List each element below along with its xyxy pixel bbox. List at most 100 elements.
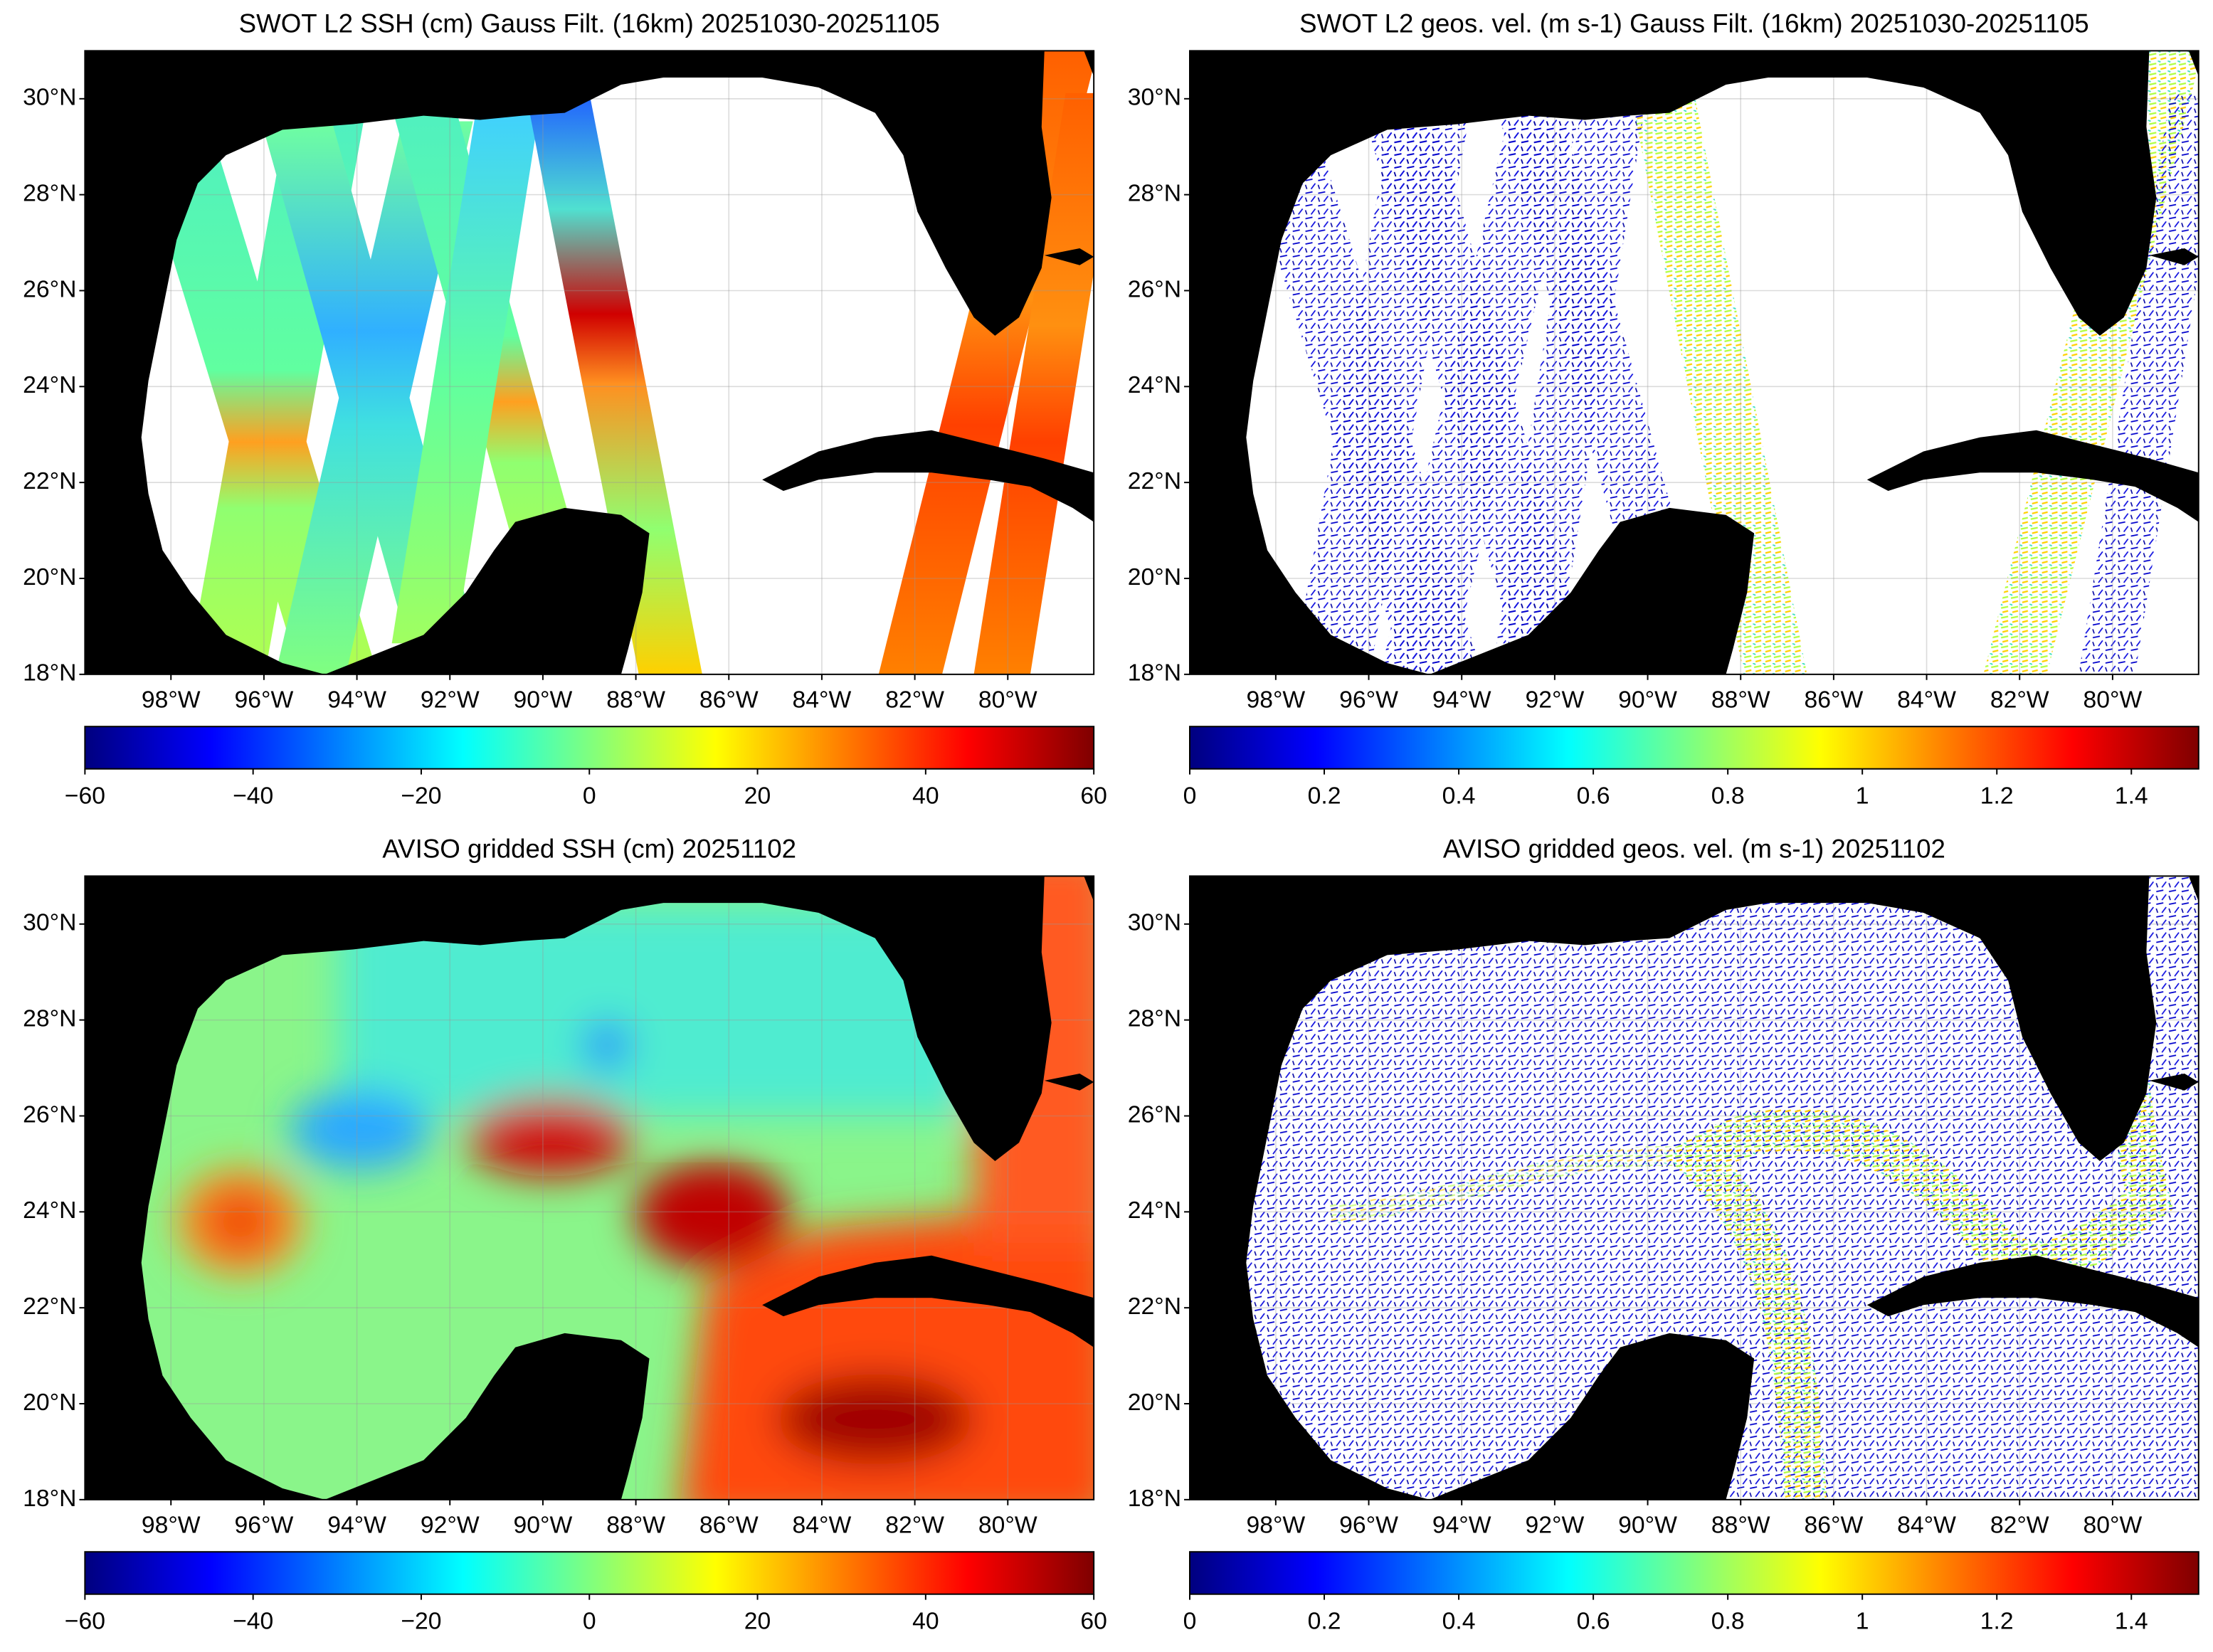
x-tick-label: 86°W xyxy=(699,686,759,713)
y-tick-label: 30°N xyxy=(23,909,76,936)
x-tick-label: 90°W xyxy=(514,686,573,713)
x-tick-label: 90°W xyxy=(514,1511,573,1538)
colorbar-tick-label: 0.6 xyxy=(1577,782,1610,809)
colorbar-tick-label: 1.4 xyxy=(2115,782,2148,809)
land-mass xyxy=(85,51,1052,674)
colorbar-tick-label: 0.2 xyxy=(1308,1607,1341,1634)
land-mass xyxy=(2188,876,2199,902)
blob xyxy=(200,1186,280,1257)
colorbar xyxy=(1189,726,2199,770)
x-tick-label: 98°W xyxy=(1246,686,1305,713)
colorbar-tick-label: 1.4 xyxy=(2115,1607,2148,1634)
y-tick-label: 20°N xyxy=(1128,563,1181,591)
x-tick-label: 80°W xyxy=(2083,686,2143,713)
land-mass xyxy=(1430,507,1755,674)
x-tick-label: 88°W xyxy=(1711,686,1770,713)
x-tick-label: 88°W xyxy=(1711,1511,1770,1538)
land-mass xyxy=(1044,1074,1094,1091)
blob xyxy=(289,1090,431,1170)
y-tick-label: 28°N xyxy=(23,180,76,207)
colorbar-tick-label: 1 xyxy=(1856,1607,1869,1634)
x-tick-label: 94°W xyxy=(1432,686,1491,713)
y-tick-label: 20°N xyxy=(23,1389,76,1416)
x-tick-label: 82°W xyxy=(885,1511,944,1538)
y-tick-label: 22°N xyxy=(23,1293,76,1320)
blob xyxy=(465,1097,635,1177)
y-tick-label: 30°N xyxy=(1128,84,1181,111)
x-tick-label: 88°W xyxy=(606,1511,665,1538)
x-tick-label: 96°W xyxy=(235,1511,294,1538)
x-tick-label: 82°W xyxy=(1990,686,2049,713)
colorbar-tick-label: 0.4 xyxy=(1442,1607,1476,1634)
y-tick-label: 30°N xyxy=(1128,909,1181,936)
blob xyxy=(584,1022,630,1069)
panel-title: SWOT L2 geos. vel. (m s-1) Gauss Filt. (… xyxy=(1299,9,2088,38)
colorbar-tick-label: 0 xyxy=(583,1607,596,1634)
x-tick-label: 80°W xyxy=(2083,1511,2143,1538)
colorbar xyxy=(1189,1551,2199,1595)
y-tick-label: 26°N xyxy=(1128,275,1181,302)
y-tick-label: 24°N xyxy=(1128,1197,1181,1224)
land-mass xyxy=(1430,1333,1755,1500)
map xyxy=(1189,51,2199,674)
swath-vectors xyxy=(1630,92,1807,674)
x-tick-label: 92°W xyxy=(1526,686,1585,713)
x-tick-label: 82°W xyxy=(1990,1511,2049,1538)
land-mass xyxy=(762,430,1094,522)
land-mass xyxy=(1084,876,1094,902)
y-tick-label: 20°N xyxy=(1128,1389,1181,1416)
blob xyxy=(635,1160,791,1269)
colorbar-tick-label: 40 xyxy=(912,1607,939,1634)
map xyxy=(1189,876,2199,1500)
colorbar-tick-label: −60 xyxy=(65,782,105,809)
map-frame xyxy=(1189,875,2199,1500)
x-tick-label: 98°W xyxy=(142,686,201,713)
colorbar-tick-label: −40 xyxy=(233,1607,273,1634)
x-tick-label: 96°W xyxy=(1339,686,1398,713)
colorbar-tick-label: −60 xyxy=(65,1607,105,1634)
x-tick-label: 86°W xyxy=(1805,686,1864,713)
map xyxy=(85,51,1094,674)
x-tick-label: 98°W xyxy=(1246,1511,1305,1538)
x-tick-label: 92°W xyxy=(1526,1511,1585,1538)
x-tick-label: 96°W xyxy=(1339,1511,1398,1538)
x-tick-label: 98°W xyxy=(142,1511,201,1538)
colorbar-tick-label: −20 xyxy=(401,782,441,809)
colorbar-tick-label: 0.8 xyxy=(1711,1607,1745,1634)
colorbar-tick-label: 40 xyxy=(912,782,939,809)
x-tick-label: 94°W xyxy=(1432,1511,1491,1538)
panel-title: AVISO gridded geos. vel. (m s-1) 2025110… xyxy=(1443,834,1945,863)
y-tick-label: 30°N xyxy=(23,84,76,111)
land-mass xyxy=(324,1333,650,1500)
y-tick-label: 18°N xyxy=(23,660,76,687)
colorbar-tick-label: 0 xyxy=(1183,782,1197,809)
land-mass xyxy=(1866,430,2199,522)
swath-vectors xyxy=(1496,107,1645,644)
land-mass xyxy=(85,876,1052,1500)
y-tick-label: 26°N xyxy=(23,275,76,302)
swath-vectors xyxy=(1380,121,1578,674)
map xyxy=(85,876,1094,1500)
y-tick-label: 28°N xyxy=(1128,1005,1181,1032)
y-tick-label: 26°N xyxy=(1128,1101,1181,1128)
colorbar xyxy=(84,726,1095,770)
colorbar-tick-label: 1.2 xyxy=(1980,1607,2014,1634)
y-tick-label: 28°N xyxy=(23,1005,76,1032)
x-tick-label: 92°W xyxy=(421,686,480,713)
x-tick-label: 84°W xyxy=(793,686,852,713)
swath xyxy=(973,92,1094,674)
land-mass xyxy=(1866,1255,2199,1347)
x-tick-label: 94°W xyxy=(327,686,386,713)
y-tick-label: 24°N xyxy=(1128,371,1181,398)
y-tick-label: 26°N xyxy=(23,1101,76,1128)
colorbar-tick-label: −20 xyxy=(401,1607,441,1634)
x-tick-label: 86°W xyxy=(699,1511,759,1538)
y-tick-label: 28°N xyxy=(1128,180,1181,207)
swath xyxy=(391,107,540,644)
land-mass xyxy=(1189,51,2157,674)
colorbar-tick-label: 0.2 xyxy=(1308,782,1341,809)
x-tick-label: 84°W xyxy=(1897,686,1956,713)
land xyxy=(1189,51,2199,674)
